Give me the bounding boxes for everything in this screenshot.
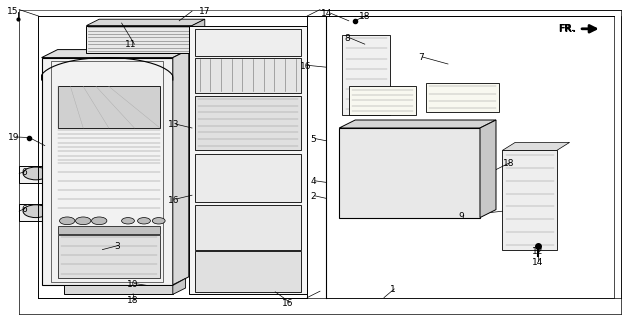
Text: 11: 11 [125, 40, 137, 49]
Polygon shape [86, 26, 192, 53]
Polygon shape [86, 19, 205, 26]
Polygon shape [426, 83, 499, 112]
Text: 18: 18 [503, 159, 515, 168]
Text: 6: 6 [22, 168, 27, 177]
Circle shape [152, 218, 165, 224]
Text: 18: 18 [127, 296, 138, 305]
Text: 13: 13 [168, 120, 180, 129]
Polygon shape [173, 278, 186, 294]
Polygon shape [189, 26, 307, 294]
Polygon shape [173, 50, 189, 285]
Text: 7: 7 [419, 53, 424, 62]
Text: 16: 16 [168, 196, 180, 204]
Polygon shape [195, 251, 301, 292]
Text: 17: 17 [199, 7, 211, 16]
Polygon shape [195, 58, 301, 93]
Polygon shape [339, 120, 496, 128]
Polygon shape [195, 29, 301, 56]
Text: 18: 18 [359, 12, 371, 20]
Polygon shape [339, 128, 480, 218]
Polygon shape [64, 285, 173, 294]
Polygon shape [480, 120, 496, 218]
Text: FR.: FR. [558, 24, 575, 33]
Polygon shape [192, 19, 205, 53]
Text: 3: 3 [115, 242, 120, 251]
Circle shape [138, 218, 150, 224]
Circle shape [60, 217, 75, 225]
Text: 6: 6 [22, 205, 27, 214]
Polygon shape [195, 96, 301, 150]
Text: 15: 15 [7, 7, 19, 16]
Circle shape [122, 218, 134, 224]
Text: 14: 14 [321, 9, 332, 18]
Polygon shape [42, 50, 189, 58]
Bar [19, 204, 52, 221]
Polygon shape [42, 58, 173, 285]
Text: 19: 19 [8, 133, 20, 142]
Circle shape [76, 217, 91, 225]
Polygon shape [58, 86, 160, 128]
Polygon shape [195, 154, 301, 202]
Text: 8: 8 [344, 34, 349, 43]
Polygon shape [502, 142, 570, 150]
Circle shape [92, 217, 107, 225]
Text: FR.: FR. [558, 24, 576, 34]
Polygon shape [502, 150, 557, 250]
Bar [19, 166, 52, 183]
Circle shape [23, 205, 49, 218]
Text: 16: 16 [282, 299, 294, 308]
Text: 9: 9 [458, 212, 463, 221]
Text: 2: 2 [311, 192, 316, 201]
Polygon shape [349, 86, 416, 115]
Text: 10: 10 [127, 280, 138, 289]
Text: 16: 16 [300, 62, 311, 71]
Text: 4: 4 [311, 177, 316, 186]
Text: 1: 1 [390, 285, 396, 294]
Text: 5: 5 [311, 135, 316, 144]
Polygon shape [58, 226, 160, 234]
Polygon shape [58, 235, 160, 278]
Polygon shape [342, 35, 390, 115]
Text: 12: 12 [532, 247, 543, 256]
Circle shape [23, 167, 49, 180]
Text: 14: 14 [532, 258, 543, 267]
Polygon shape [195, 205, 301, 250]
